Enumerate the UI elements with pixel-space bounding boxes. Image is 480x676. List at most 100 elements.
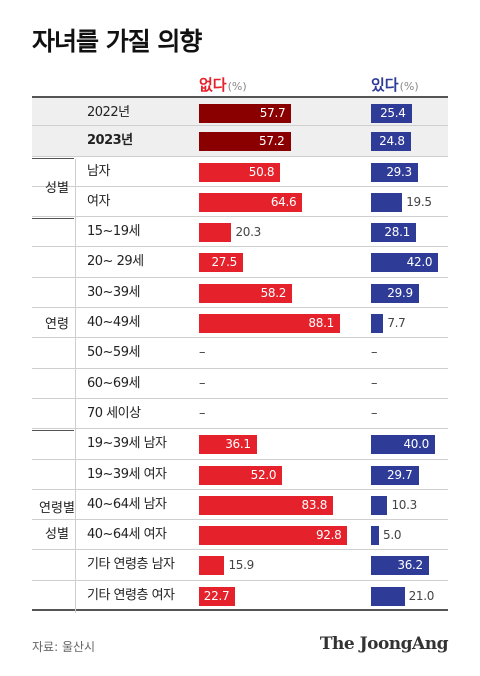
value-label-no: 88.1 [308, 316, 334, 331]
value-label-yes: 24.8 [379, 134, 405, 149]
value-label-no: 52.0 [250, 467, 277, 482]
row-label: 19~39세 여자 [87, 466, 167, 482]
value-label-yes: 7.7 [387, 316, 406, 331]
bar-yes [371, 435, 435, 455]
header-no: 없다(%) [199, 74, 247, 95]
no-value-dash: – [199, 405, 206, 421]
source-note: 자료: 울산시 [32, 640, 96, 654]
bar-yes [371, 465, 419, 485]
value-label-yes: 19.5 [406, 194, 432, 209]
value-label-yes: 36.2 [397, 558, 423, 573]
bar-yes [371, 495, 388, 515]
value-label-yes: 29.3 [386, 164, 412, 179]
bar-chart: 2022년 57.7 25.4 2023년 57.2 24.8 남자 50.8 29.3 여자 64… [32, 96, 448, 614]
group-divider [75, 158, 76, 220]
bar-no [199, 192, 303, 212]
bar-yes [371, 132, 411, 152]
bar-yes [371, 526, 379, 546]
bar-yes [371, 192, 403, 212]
group-label: 성별 [45, 180, 69, 196]
value-label-yes: 21.0 [408, 588, 435, 603]
table-row: 남자 50.8 29.3 [32, 157, 448, 187]
value-label-yes: 5.0 [383, 528, 402, 543]
table-row: 40~64세 여자 92.8 5.0 [32, 520, 448, 551]
no-value-dash: – [199, 375, 206, 391]
value-label-yes: 10.3 [391, 497, 417, 512]
table-row: 기타 연령층 여자 22.7 21.0 [32, 581, 448, 612]
group-separator [32, 218, 74, 220]
row-label: 2023년 [87, 133, 133, 149]
bar-yes [371, 556, 429, 576]
table-row: 기타 연령층 남자 15.9 36.2 [32, 550, 448, 581]
table-row: 19~39세 남자 36.1 40.0 [32, 429, 448, 460]
bar-no [199, 556, 225, 576]
value-label-no: 57.2 [258, 134, 285, 149]
group-label: 성별 [45, 527, 69, 543]
yes-value-dash: – [371, 375, 378, 391]
row-label: 40~64세 남자 [87, 496, 167, 512]
bar-yes [371, 314, 384, 334]
group-label: 연령별 [39, 501, 75, 517]
table-row: 50~59세 – – [32, 338, 448, 369]
table-row: 15~19세 20.3 28.1 [32, 217, 448, 248]
table-row: 20~ 29세 27.5 42.0 [32, 247, 448, 278]
header-yes-label: 있다 [371, 76, 399, 94]
value-label-yes: 29.7 [386, 467, 413, 482]
value-label-no: 92.8 [315, 528, 342, 543]
bar-yes [371, 162, 418, 182]
row-label: 60~69세 [87, 375, 140, 391]
bar-no [199, 526, 348, 546]
table-row: 19~39세 여자 52.0 29.7 [32, 460, 448, 490]
value-label-no: 36.1 [225, 437, 251, 452]
no-value-dash: – [199, 345, 206, 361]
row-label: 15~19세 [87, 224, 140, 240]
header-no-unit: (%) [227, 80, 247, 93]
row-label: 19~39세 남자 [87, 436, 167, 452]
brand-logo: The JoongAng [319, 634, 449, 654]
group-divider [75, 431, 76, 614]
bar-no [199, 586, 236, 606]
value-label-no: 50.8 [248, 164, 275, 179]
header-no-label: 없다 [199, 76, 227, 94]
bar-yes [371, 253, 439, 273]
group-divider [75, 219, 76, 432]
value-label-yes: 29.9 [387, 285, 413, 300]
value-label-no: 57.7 [259, 106, 286, 120]
value-label-no: 64.6 [270, 194, 297, 209]
value-label-no: 58.2 [260, 285, 287, 300]
value-label-no: 22.7 [203, 588, 230, 603]
row-label: 기타 연령층 여자 [87, 587, 175, 603]
value-label-no: 27.5 [211, 255, 237, 270]
value-label-yes: 25.4 [380, 106, 406, 120]
table-row: 2023년 57.2 24.8 [32, 126, 448, 157]
bar-no [199, 104, 292, 123]
row-label: 여자 [87, 193, 110, 209]
table-row: 2022년 57.7 25.4 [32, 96, 448, 127]
bar-no [199, 283, 293, 303]
yes-value-dash: – [371, 345, 378, 361]
table-row: 30~39세 58.2 29.9 [32, 278, 448, 309]
row-label: 20~ 29세 [87, 254, 144, 270]
yes-value-dash: – [371, 405, 378, 421]
group-label: 연령 [45, 317, 69, 333]
bar-no [199, 314, 340, 334]
value-label-no: 83.8 [301, 497, 328, 512]
table-row: 60~69세 – – [32, 369, 448, 399]
row-label: 70 세이상 [87, 405, 141, 421]
bar-yes [371, 283, 419, 303]
chart-title: 자녀를 가질 의향 [32, 27, 202, 56]
group-separator [32, 157, 74, 159]
group-separator [32, 430, 74, 432]
bar-no [199, 162, 281, 182]
row-label: 40~64세 여자 [87, 527, 167, 543]
row-label: 40~49세 [87, 315, 140, 331]
bar-yes [371, 586, 405, 606]
row-label: 2022년 [87, 105, 130, 120]
bar-yes [371, 223, 416, 243]
bar-no [199, 132, 291, 152]
table-row: 40~64세 남자 83.8 10.3 [32, 490, 448, 521]
value-label-no: 15.9 [228, 558, 254, 573]
table-row: 40~49세 88.1 7.7 [32, 308, 448, 339]
table-row: 70 세이상 – – [32, 399, 448, 430]
table-row: 여자 64.6 19.5 [32, 187, 448, 218]
